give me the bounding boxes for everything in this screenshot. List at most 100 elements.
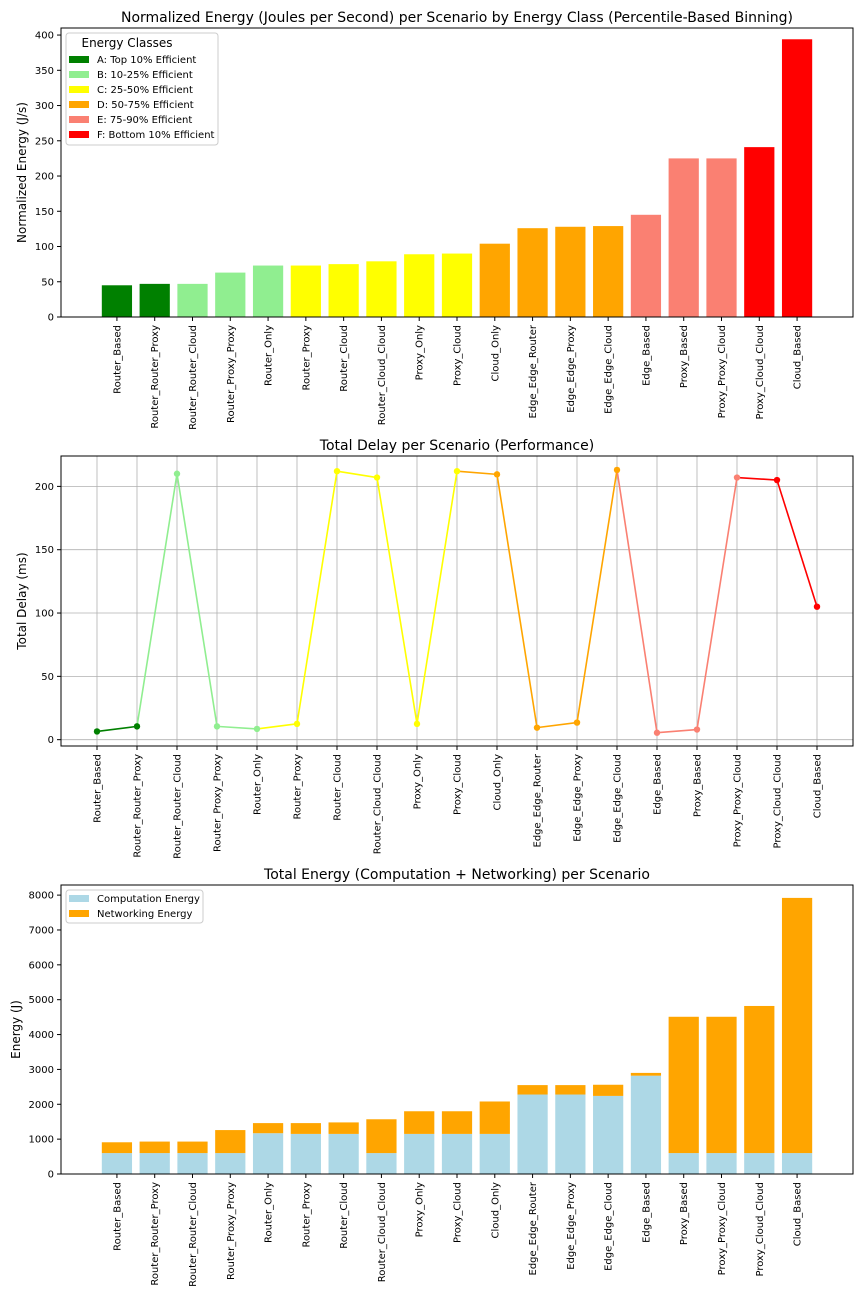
point-router-proxy-proxy bbox=[213, 723, 221, 730]
line-segment bbox=[416, 471, 458, 724]
line-segment bbox=[536, 721, 578, 729]
y-tick-label: 100 bbox=[35, 242, 54, 253]
chart-title: Total Energy (Computation + Networking) … bbox=[263, 867, 650, 883]
bar-networking-energy-edge-edge-proxy bbox=[555, 1085, 586, 1095]
point-edge-edge-cloud bbox=[613, 466, 621, 474]
bar-computation-energy-edge-edge-proxy bbox=[555, 1094, 586, 1174]
x-tick-label-router-router-proxy: Router_Router_Proxy bbox=[133, 754, 144, 858]
point-router-router-cloud bbox=[173, 470, 181, 477]
legend-swatch-networking-energy bbox=[69, 910, 89, 917]
x-tick-label-cloud-only: Cloud_Only bbox=[490, 1182, 501, 1239]
y-tick-label: 0 bbox=[48, 1170, 54, 1181]
x-tick-label-router-based: Router_Based bbox=[93, 754, 104, 823]
x-tick-label-edge-edge-router: Edge_Edge_Router bbox=[533, 753, 544, 847]
bar-edge-based bbox=[630, 214, 662, 317]
chart-panel-3: 0 1000 2000 3000 4000 5000 6000 7000 8000 Router_… bbox=[9, 867, 854, 1287]
legend-swatch-computation-energy bbox=[69, 895, 89, 902]
legend-label-networking-energy: Networking Energy bbox=[97, 909, 192, 920]
x-tick-label-router-router-proxy: Router_Router_Proxy bbox=[150, 1182, 161, 1286]
bar-networking-energy-router-based bbox=[101, 1142, 133, 1154]
y-tick-label: 250 bbox=[35, 136, 54, 147]
point-proxy-cloud bbox=[453, 467, 461, 475]
point-cloud-based bbox=[813, 603, 821, 610]
line-segment bbox=[616, 469, 658, 733]
bar-edge-edge-proxy bbox=[555, 226, 586, 317]
x-tick-label-router-cloud-cloud: Router_Cloud_Cloud bbox=[377, 1182, 388, 1282]
x-tick-label-cloud-only: Cloud_Only bbox=[490, 325, 501, 382]
bar-computation-energy-router-only bbox=[252, 1133, 284, 1174]
bar-router-router-proxy bbox=[139, 283, 170, 317]
x-tick-label-router-proxy: Router_Proxy bbox=[301, 1182, 312, 1248]
bar-proxy-proxy-cloud bbox=[706, 158, 737, 317]
bar-computation-energy-proxy-only bbox=[404, 1133, 435, 1174]
bar-networking-energy-router-router-cloud bbox=[177, 1141, 208, 1154]
bar-edge-edge-cloud bbox=[593, 226, 624, 317]
y-tick-label: 200 bbox=[35, 482, 54, 493]
y-tick-label: 400 bbox=[35, 31, 54, 42]
legend-label-computation-energy: Computation Energy bbox=[97, 894, 200, 905]
x-tick-label-router-based: Router_Based bbox=[112, 325, 123, 394]
x-tick-label-cloud-based: Cloud_Based bbox=[793, 325, 804, 389]
point-router-cloud-cloud bbox=[373, 474, 381, 481]
chart-title: Total Delay per Scenario (Performance) bbox=[319, 438, 594, 454]
y-tick-label: 350 bbox=[35, 66, 54, 77]
x-tick-label-router-proxy-proxy: Router_Proxy_Proxy bbox=[226, 325, 237, 423]
bar-computation-energy-cloud-only bbox=[479, 1133, 510, 1174]
bar-cloud-only bbox=[479, 243, 510, 317]
x-tick-label-proxy-cloud-cloud: Proxy_Cloud_Cloud bbox=[755, 325, 766, 420]
point-edge-based bbox=[653, 729, 661, 736]
legend-swatch-a bbox=[69, 56, 89, 63]
bar-proxy-cloud-cloud bbox=[744, 147, 775, 317]
bar-networking-energy-cloud-based bbox=[781, 897, 813, 1154]
bar-computation-energy-router-based bbox=[101, 1153, 133, 1174]
x-tick-label-router-cloud-cloud: Router_Cloud_Cloud bbox=[373, 754, 384, 854]
x-tick-label-router-cloud: Router_Cloud bbox=[333, 754, 344, 821]
bar-router-based bbox=[101, 285, 133, 317]
y-tick-label: 2000 bbox=[29, 1100, 54, 1111]
y-tick-label: 50 bbox=[41, 277, 54, 288]
line-segment bbox=[696, 477, 738, 730]
bar-computation-energy-edge-edge-router bbox=[517, 1094, 548, 1174]
bar-router-cloud bbox=[328, 264, 359, 317]
bar-networking-energy-router-cloud-cloud bbox=[366, 1119, 397, 1154]
x-tick-label-edge-edge-cloud: Edge_Edge_Cloud bbox=[604, 325, 615, 414]
x-tick-label-proxy-cloud: Proxy_Cloud bbox=[453, 325, 464, 386]
bar-computation-energy-proxy-cloud bbox=[441, 1133, 473, 1174]
y-tick-label: 50 bbox=[41, 672, 54, 683]
bar-networking-energy-router-router-proxy bbox=[139, 1141, 170, 1154]
chart-panel-2: 0 50 100 150 200 Router_Based Router_Router_Pr… bbox=[15, 438, 854, 859]
bar-computation-energy-router-cloud-cloud bbox=[366, 1153, 397, 1174]
x-tick-label-edge-edge-router: Edge_Edge_Router bbox=[528, 324, 539, 418]
x-tick-label-proxy-proxy-cloud: Proxy_Proxy_Cloud bbox=[717, 325, 728, 418]
x-tick-label-edge-based: Edge_Based bbox=[641, 1182, 652, 1243]
x-tick-label-cloud-only: Cloud_Only bbox=[493, 754, 504, 811]
line-segment bbox=[656, 728, 698, 734]
x-tick-label-router-router-proxy: Router_Router_Proxy bbox=[150, 325, 161, 429]
x-tick-label-cloud-based: Cloud_Based bbox=[813, 754, 824, 818]
y-tick-label: 0 bbox=[48, 313, 54, 324]
legend: Energy Classes A: Top 10% Efficient B: 10-… bbox=[65, 32, 219, 146]
x-tick-label-edge-edge-proxy: Edge_Edge_Proxy bbox=[573, 754, 584, 842]
point-proxy-only bbox=[413, 720, 421, 728]
bar-proxy-only bbox=[404, 254, 435, 317]
bar-router-router-cloud bbox=[177, 283, 208, 317]
legend-box bbox=[65, 32, 219, 146]
point-edge-edge-router bbox=[533, 724, 541, 731]
bar-networking-energy-proxy-cloud bbox=[441, 1111, 473, 1134]
x-tick-label-edge-edge-cloud: Edge_Edge_Cloud bbox=[613, 754, 624, 843]
legend-label-e: E: 75-90% Efficient bbox=[97, 115, 192, 126]
bar-networking-energy-cloud-only bbox=[479, 1101, 510, 1134]
x-tick-label-edge-based: Edge_Based bbox=[653, 754, 664, 815]
y-tick-label: 150 bbox=[35, 545, 54, 556]
x-tick-label-proxy-proxy-cloud: Proxy_Proxy_Cloud bbox=[733, 754, 744, 847]
bar-edge-edge-router bbox=[517, 228, 548, 317]
bar-cloud-based bbox=[781, 39, 813, 318]
bar-computation-energy-cloud-based bbox=[781, 1153, 813, 1174]
line-segment bbox=[176, 473, 218, 727]
bar-computation-energy-proxy-proxy-cloud bbox=[706, 1153, 737, 1174]
x-tick-label-router-cloud: Router_Cloud bbox=[339, 1182, 350, 1249]
bar-router-cloud-cloud bbox=[366, 261, 397, 317]
legend-swatch-f bbox=[69, 131, 89, 138]
bar-computation-energy-router-router-cloud bbox=[177, 1153, 208, 1174]
